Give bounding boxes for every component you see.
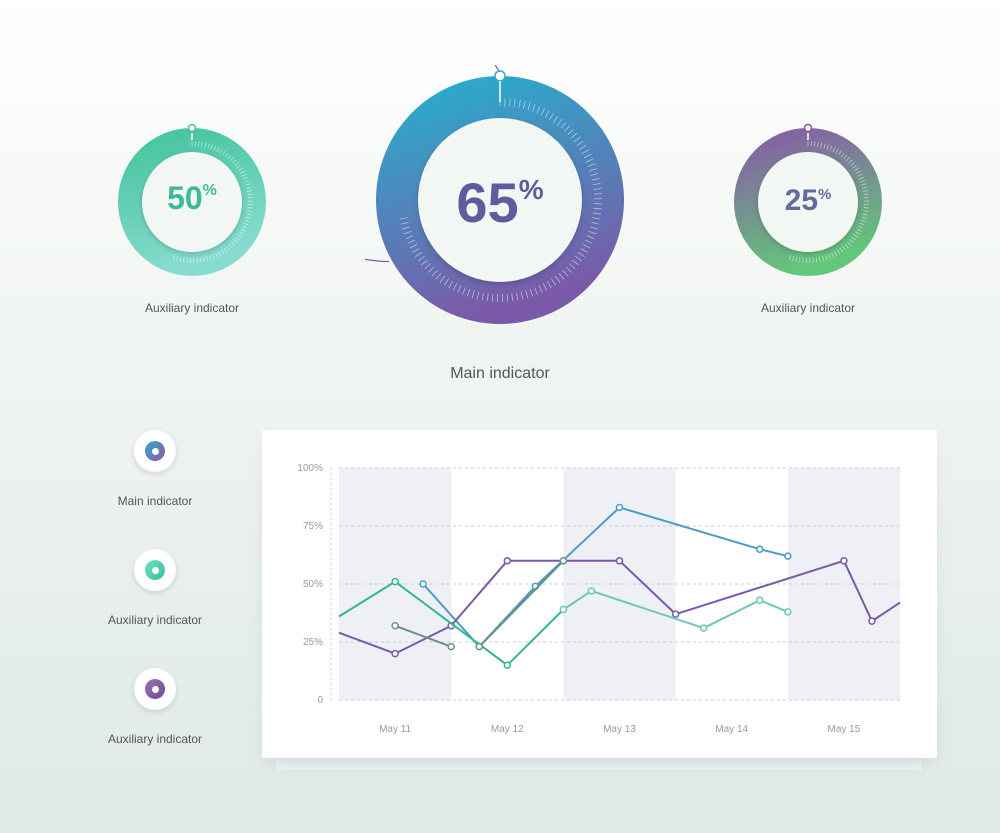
series-0-point bbox=[419, 580, 427, 588]
gauge-aux-right-ring bbox=[734, 123, 882, 276]
series-1-point bbox=[840, 557, 848, 565]
main-center-disc bbox=[418, 118, 582, 282]
aux-left-tick-marks bbox=[172, 141, 253, 263]
aux-left-center-disc bbox=[142, 152, 242, 252]
main-tick-marks bbox=[399, 98, 602, 302]
gauge-aux-left: 50% bbox=[112, 122, 272, 282]
gauge-aux-right: 25% bbox=[728, 122, 888, 282]
aux-left-top-marker bbox=[187, 123, 197, 133]
gauge-aux-left-ring bbox=[118, 123, 266, 276]
x-tick-label: May 13 bbox=[603, 724, 636, 735]
line-chart: 0 25% 50% 75% 100% May 11 May 12 May 13 May 14 Ma… bbox=[297, 463, 901, 735]
legend-item-main: Main indicator bbox=[75, 430, 235, 508]
series-2-point bbox=[503, 661, 512, 669]
series-1-point bbox=[615, 557, 624, 565]
series-5-point bbox=[756, 596, 764, 604]
legend-marker-aux-1 bbox=[134, 549, 176, 591]
series-1-point bbox=[671, 610, 680, 618]
aux-right-tick-marks bbox=[788, 141, 869, 263]
gauge-main-value: 65% bbox=[365, 170, 635, 235]
legend-item-aux-1: Auxiliary indicator bbox=[75, 549, 235, 627]
gauge-main-ring bbox=[365, 65, 624, 324]
gauge-aux-right-label: Auxiliary indicator bbox=[760, 301, 856, 315]
y-tick-label: 25% bbox=[303, 637, 323, 648]
gauge-main-percent-sign: % bbox=[518, 174, 544, 206]
gauge-aux-left-percent-sign: % bbox=[202, 182, 217, 200]
gauge-aux-right-value: 25% bbox=[728, 184, 888, 218]
series-5-point bbox=[559, 605, 568, 614]
series-4-point bbox=[475, 642, 483, 651]
series-5-point bbox=[784, 608, 792, 616]
gauge-main: 65% bbox=[365, 65, 635, 335]
gauge-main-number: 65 bbox=[456, 171, 519, 234]
legend-marker-main bbox=[134, 430, 176, 472]
series-line-4 bbox=[478, 560, 565, 648]
x-tick-label: May 11 bbox=[379, 724, 411, 735]
aux-right-center-disc bbox=[758, 152, 858, 252]
legend-label-aux-1: Auxiliary indicator bbox=[107, 613, 203, 627]
y-tick-label: 100% bbox=[297, 463, 323, 474]
x-tick-label: May 15 bbox=[828, 724, 861, 735]
series-5-point bbox=[587, 587, 596, 595]
series-line-2 bbox=[338, 580, 565, 667]
series-1-point bbox=[391, 649, 399, 658]
gauge-aux-left-label: Auxiliary indicator bbox=[144, 301, 240, 315]
series-4-point bbox=[559, 557, 568, 565]
gauge-main-label: Main indicator bbox=[450, 365, 550, 382]
legend-marker-aux-2 bbox=[134, 668, 176, 710]
gauge-aux-left-value: 50% bbox=[112, 180, 272, 217]
chart-card-shadow bbox=[276, 758, 922, 770]
series-1-point bbox=[868, 617, 876, 625]
series-0-point bbox=[784, 552, 792, 560]
gauge-aux-right-percent-sign: % bbox=[818, 186, 832, 204]
y-tick-label: 75% bbox=[303, 521, 323, 532]
gauge-aux-left-number: 50 bbox=[167, 180, 203, 216]
main-top-marker bbox=[494, 70, 506, 82]
series-3-point bbox=[447, 642, 455, 651]
y-tick-label: 50% bbox=[303, 579, 323, 590]
gauge-aux-right-number: 25 bbox=[784, 184, 819, 217]
line-chart-card: 0 25% 50% 75% 100% May 11 May 12 May 13 May 14 Ma… bbox=[262, 430, 937, 758]
series-2-point bbox=[391, 577, 399, 586]
legend-label-main: Main indicator bbox=[117, 494, 193, 508]
y-tick-label: 0 bbox=[317, 695, 323, 706]
x-tick-label: May 14 bbox=[715, 724, 748, 735]
aux-right-top-marker bbox=[803, 123, 813, 133]
x-tick-label: May 12 bbox=[491, 724, 524, 735]
series-0-point bbox=[615, 503, 624, 512]
series-5-point bbox=[699, 624, 708, 632]
series-0-point bbox=[756, 545, 764, 553]
series-3-point bbox=[391, 622, 399, 630]
series-1-point bbox=[503, 557, 512, 565]
legend-item-aux-2: Auxiliary indicator bbox=[75, 668, 235, 746]
legend-label-aux-2: Auxiliary indicator bbox=[107, 732, 203, 746]
series-line-3 bbox=[394, 624, 452, 648]
